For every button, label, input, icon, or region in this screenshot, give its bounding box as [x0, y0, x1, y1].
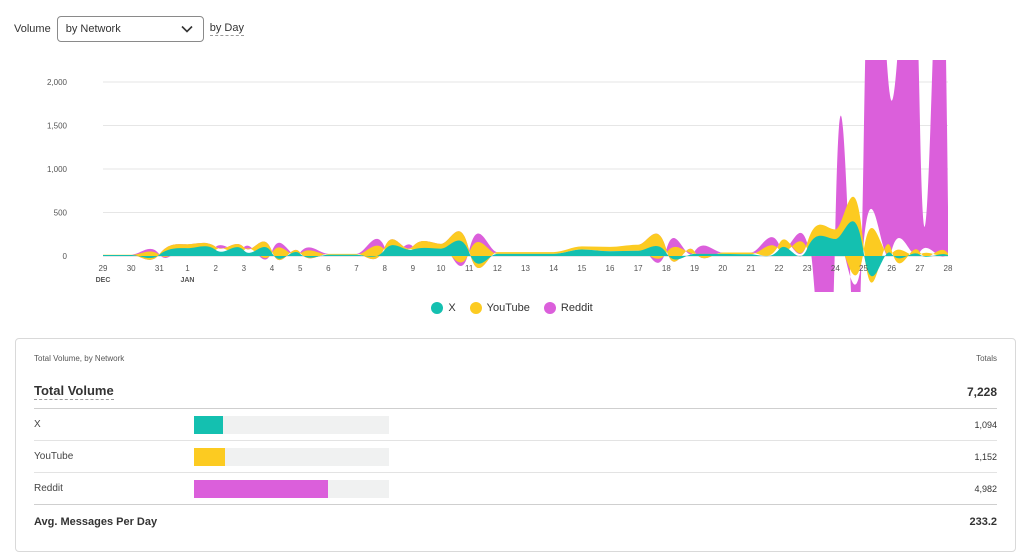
period-link[interactable]: by Day	[209, 22, 244, 36]
network-bar-track	[194, 479, 389, 498]
x-tick-label: 27	[915, 264, 924, 273]
legend-item-youtube[interactable]: YouTube	[469, 302, 530, 314]
area-reddit	[103, 60, 948, 292]
x-tick-label: 23	[803, 264, 812, 273]
total-volume-label[interactable]: Total Volume	[34, 383, 114, 400]
x-tick-label: 11	[465, 264, 474, 273]
volume-label: Volume	[14, 23, 51, 35]
panel-header: Total Volume, by Network Totals	[34, 354, 997, 363]
x-tick-label: 15	[577, 264, 586, 273]
legend-label-youtube: YouTube	[486, 302, 530, 314]
x-tick-label: 4	[270, 264, 275, 273]
group-by-select[interactable]: by Network	[56, 16, 204, 42]
x-tick-label: 28	[944, 264, 953, 273]
x-month-label: JAN	[180, 277, 194, 284]
x-tick-label: 20	[718, 264, 727, 273]
network-bar-track	[194, 447, 389, 466]
y-tick-label: 0	[63, 252, 68, 261]
x-tick-label: 17	[634, 264, 643, 273]
network-name: X	[34, 419, 41, 430]
x-tick-label: 5	[298, 264, 303, 273]
legend-swatch-reddit	[543, 302, 556, 314]
group-by-select-value: by Network	[65, 23, 121, 35]
network-bar-x	[194, 415, 224, 434]
network-row-reddit: Reddit 4,982	[34, 473, 997, 505]
x-tick-label: 22	[775, 264, 784, 273]
x-tick-label: 21	[746, 264, 755, 273]
legend-label-x: X	[448, 302, 456, 314]
x-tick-label: 3	[242, 264, 247, 273]
avg-messages-value: 233.2	[969, 516, 997, 528]
x-tick-label: 7	[354, 264, 359, 273]
x-tick-label: 25	[859, 264, 868, 273]
y-tick-label: 500	[54, 209, 68, 218]
x-tick-label: 29	[99, 264, 108, 273]
x-tick-label: 31	[155, 264, 164, 273]
network-row-youtube: YouTube 1,152	[34, 441, 997, 473]
chevron-down-icon	[181, 25, 193, 33]
network-name: Reddit	[34, 483, 63, 494]
avg-messages-label: Avg. Messages Per Day	[34, 516, 158, 528]
chart-legend: X YouTube Reddit	[0, 302, 1024, 314]
y-tick-label: 1,500	[47, 122, 68, 131]
x-tick-label: 8	[382, 264, 387, 273]
x-month-label: DEC	[96, 277, 111, 284]
x-tick-label: 16	[606, 264, 615, 273]
x-tick-label: 24	[831, 264, 840, 273]
x-tick-label: 1	[185, 264, 190, 273]
x-tick-label: 12	[493, 264, 502, 273]
network-totals-panel: Total Volume, by Network Totals Total Vo…	[15, 338, 1016, 552]
total-volume-row: Total Volume 7,228	[34, 375, 997, 409]
network-value: 4,982	[974, 483, 997, 494]
network-bar-reddit	[194, 479, 329, 498]
legend-swatch-youtube	[469, 302, 482, 314]
x-tick-label: 19	[690, 264, 699, 273]
x-tick-label: 30	[127, 264, 136, 273]
avg-messages-row: Avg. Messages Per Day 233.2	[34, 505, 997, 539]
x-tick-label: 2	[213, 264, 218, 273]
legend-swatch-x	[431, 302, 444, 314]
y-tick-label: 2,000	[47, 78, 68, 87]
legend-item-x[interactable]: X	[431, 302, 456, 314]
network-bar-youtube	[194, 447, 225, 466]
x-tick-label: 10	[437, 264, 446, 273]
x-tick-label: 13	[521, 264, 530, 273]
network-bar-track	[194, 415, 389, 434]
network-value: 1,094	[974, 419, 997, 430]
x-tick-label: 18	[662, 264, 671, 273]
panel-header-title: Total Volume, by Network	[34, 354, 125, 363]
total-volume-value: 7,228	[966, 384, 997, 399]
panel-header-totals: Totals	[976, 354, 997, 363]
x-tick-label: 6	[326, 264, 331, 273]
x-tick-label: 9	[411, 264, 416, 273]
y-tick-label: 1,000	[47, 165, 68, 174]
x-tick-label: 14	[549, 264, 558, 273]
x-tick-label: 26	[887, 264, 896, 273]
volume-controls: Volume by Network by Day	[14, 16, 244, 42]
network-value: 1,152	[974, 451, 997, 462]
network-name: YouTube	[34, 451, 74, 462]
legend-item-reddit[interactable]: Reddit	[543, 302, 593, 314]
network-row-x: X 1,094	[34, 409, 997, 441]
legend-label-reddit: Reddit	[560, 302, 593, 314]
